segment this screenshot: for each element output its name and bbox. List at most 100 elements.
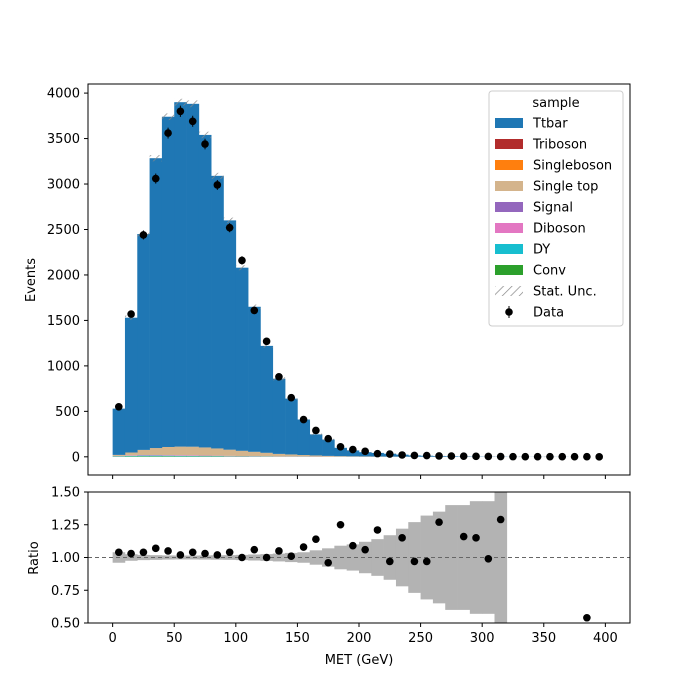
bar-single-top-bin-10 xyxy=(235,450,249,456)
ratio-x-tick-label: 50 xyxy=(166,631,183,646)
ratio-point-2 xyxy=(139,548,148,557)
stat-unc-bin-9 xyxy=(223,217,236,224)
bar-single-top-bin-1 xyxy=(124,452,138,456)
stat-unc-bin-12 xyxy=(260,343,273,348)
bar-dy-bin-5 xyxy=(174,455,187,457)
ratio-band-bin-3 xyxy=(149,555,163,560)
ratio-point-0 xyxy=(114,548,123,557)
ratio-band-bin-11 xyxy=(248,554,261,561)
ratio-band-bin-28 xyxy=(457,505,471,610)
ratio-x-tick-label: 300 xyxy=(470,631,495,646)
main-x-ticks xyxy=(112,475,606,479)
data-point-bin-36 xyxy=(558,452,567,461)
ratio-x-tick-label: 350 xyxy=(531,631,556,646)
legend-label-dy: DY xyxy=(533,243,550,258)
ratio-x-tick-label: 400 xyxy=(593,631,618,646)
ratio-point-4 xyxy=(164,547,172,555)
data-point-bin-33 xyxy=(521,452,530,461)
main-y-tick-label: 2500 xyxy=(47,223,80,238)
bar-single-top-bin-13 xyxy=(272,453,286,457)
main-y-tick-label: 3500 xyxy=(47,132,80,147)
data-point-bin-11 xyxy=(250,306,259,315)
data-point-bin-37 xyxy=(570,452,579,461)
data-point-bin-26 xyxy=(435,452,443,460)
bar-ttbar-bin-17 xyxy=(322,439,335,456)
data-point-bin-0 xyxy=(114,403,123,411)
ratio-point-5 xyxy=(176,551,185,559)
ratio-y-axis-label: Ratio xyxy=(27,541,42,574)
ratio-point-24 xyxy=(410,557,419,566)
data-point-bin-18 xyxy=(336,443,345,451)
ratio-band-bin-15 xyxy=(297,552,311,563)
bar-single-top-bin-2 xyxy=(137,449,150,455)
data-point-bin-24 xyxy=(410,451,419,460)
data-point-bin-7 xyxy=(201,140,209,148)
data-point-bin-1 xyxy=(127,310,135,318)
ratio-point-31 xyxy=(583,613,591,622)
ratio-x-tick-label: 0 xyxy=(108,631,116,646)
data-point-bin-15 xyxy=(299,415,308,424)
data-point-bin-39 xyxy=(595,453,604,461)
bar-single-top-bin-8 xyxy=(211,448,224,456)
ratio-point-13 xyxy=(275,547,283,555)
ratio-band-bin-6 xyxy=(186,555,200,560)
legend-label-stat-unc-: Stat. Unc. xyxy=(533,285,597,300)
data-point-bin-6 xyxy=(188,117,197,126)
stacked-bars xyxy=(112,102,569,457)
ratio-point-19 xyxy=(349,541,357,550)
stat-unc-bin-16 xyxy=(309,433,323,436)
legend-label-signal: Signal xyxy=(533,201,573,216)
legend: sample Ttbar Triboson Singleboson Single to… xyxy=(488,90,624,327)
ratio-point-27 xyxy=(459,532,468,541)
x-axis-label: MET (GeV) xyxy=(325,653,394,668)
legend-swatch-signal xyxy=(495,202,523,212)
stat-unc-bin-6 xyxy=(186,100,199,108)
legend-swatch-diboson xyxy=(495,223,523,233)
bar-dy-bin-1 xyxy=(124,455,138,457)
legend-swatch-singleboson xyxy=(495,160,523,170)
ratio-band-bin-31 xyxy=(494,492,508,623)
bar-single-top-bin-4 xyxy=(161,447,175,456)
main-y-axis-label: Events xyxy=(24,258,39,302)
ratio-panel: 0.50 0.75 1.00 1.25 1.50 0 50 100 150 200 250 300 3… xyxy=(27,486,631,668)
data-point-bin-17 xyxy=(324,434,333,443)
main-y-tick-label: 3000 xyxy=(47,178,80,193)
main-y-ticks: 0 500 1000 1500 2000 2500 3000 3500 4000 xyxy=(47,87,88,465)
data-point-bin-14 xyxy=(287,393,296,402)
bar-ttbar-bin-5 xyxy=(174,102,187,447)
data-point-bin-30 xyxy=(484,452,493,461)
ratio-points xyxy=(114,515,591,622)
ratio-band-bin-27 xyxy=(445,505,458,610)
bar-ttbar-bin-7 xyxy=(198,134,212,448)
data-point-bin-13 xyxy=(275,372,283,381)
data-point-bin-3 xyxy=(151,174,160,183)
bar-ttbar-bin-3 xyxy=(149,158,163,449)
bar-dy-bin-2 xyxy=(137,455,150,457)
main-y-tick-label: 2000 xyxy=(47,268,80,283)
ratio-band-bin-7 xyxy=(198,555,212,560)
data-point-bin-5 xyxy=(176,107,185,116)
ratio-point-7 xyxy=(201,549,209,558)
bar-single-top-bin-15 xyxy=(297,454,311,457)
bar-ttbar-bin-12 xyxy=(260,345,274,453)
bar-ttbar-bin-4 xyxy=(161,116,175,447)
data-point-bin-23 xyxy=(398,451,406,459)
ratio-x-ticks: 0 50 100 150 200 250 300 350 400 xyxy=(108,623,618,646)
bar-ttbar-bin-15 xyxy=(297,419,311,455)
bar-single-top-bin-7 xyxy=(198,447,212,456)
ratio-x-tick-label: 150 xyxy=(285,631,310,646)
bar-ttbar-bin-10 xyxy=(235,267,249,451)
bar-ttbar-bin-2 xyxy=(137,234,150,450)
data-point-bin-29 xyxy=(472,452,480,461)
stat-unc-bin-7 xyxy=(198,131,212,139)
main-y-tick-label: 0 xyxy=(72,450,80,465)
bar-ttbar-bin-9 xyxy=(223,220,237,450)
bar-single-top-bin-9 xyxy=(223,449,237,456)
bar-conv-bin-3 xyxy=(149,456,163,457)
data-point-bin-22 xyxy=(385,450,394,458)
legend-label-diboson: Diboson xyxy=(533,222,586,237)
bar-ttbar-bin-8 xyxy=(211,175,224,449)
data-point-bin-32 xyxy=(509,452,517,461)
ratio-y-tick-label: 1.50 xyxy=(51,486,80,501)
ratio-y-ticks: 0.50 0.75 1.00 1.25 1.50 xyxy=(51,486,88,632)
